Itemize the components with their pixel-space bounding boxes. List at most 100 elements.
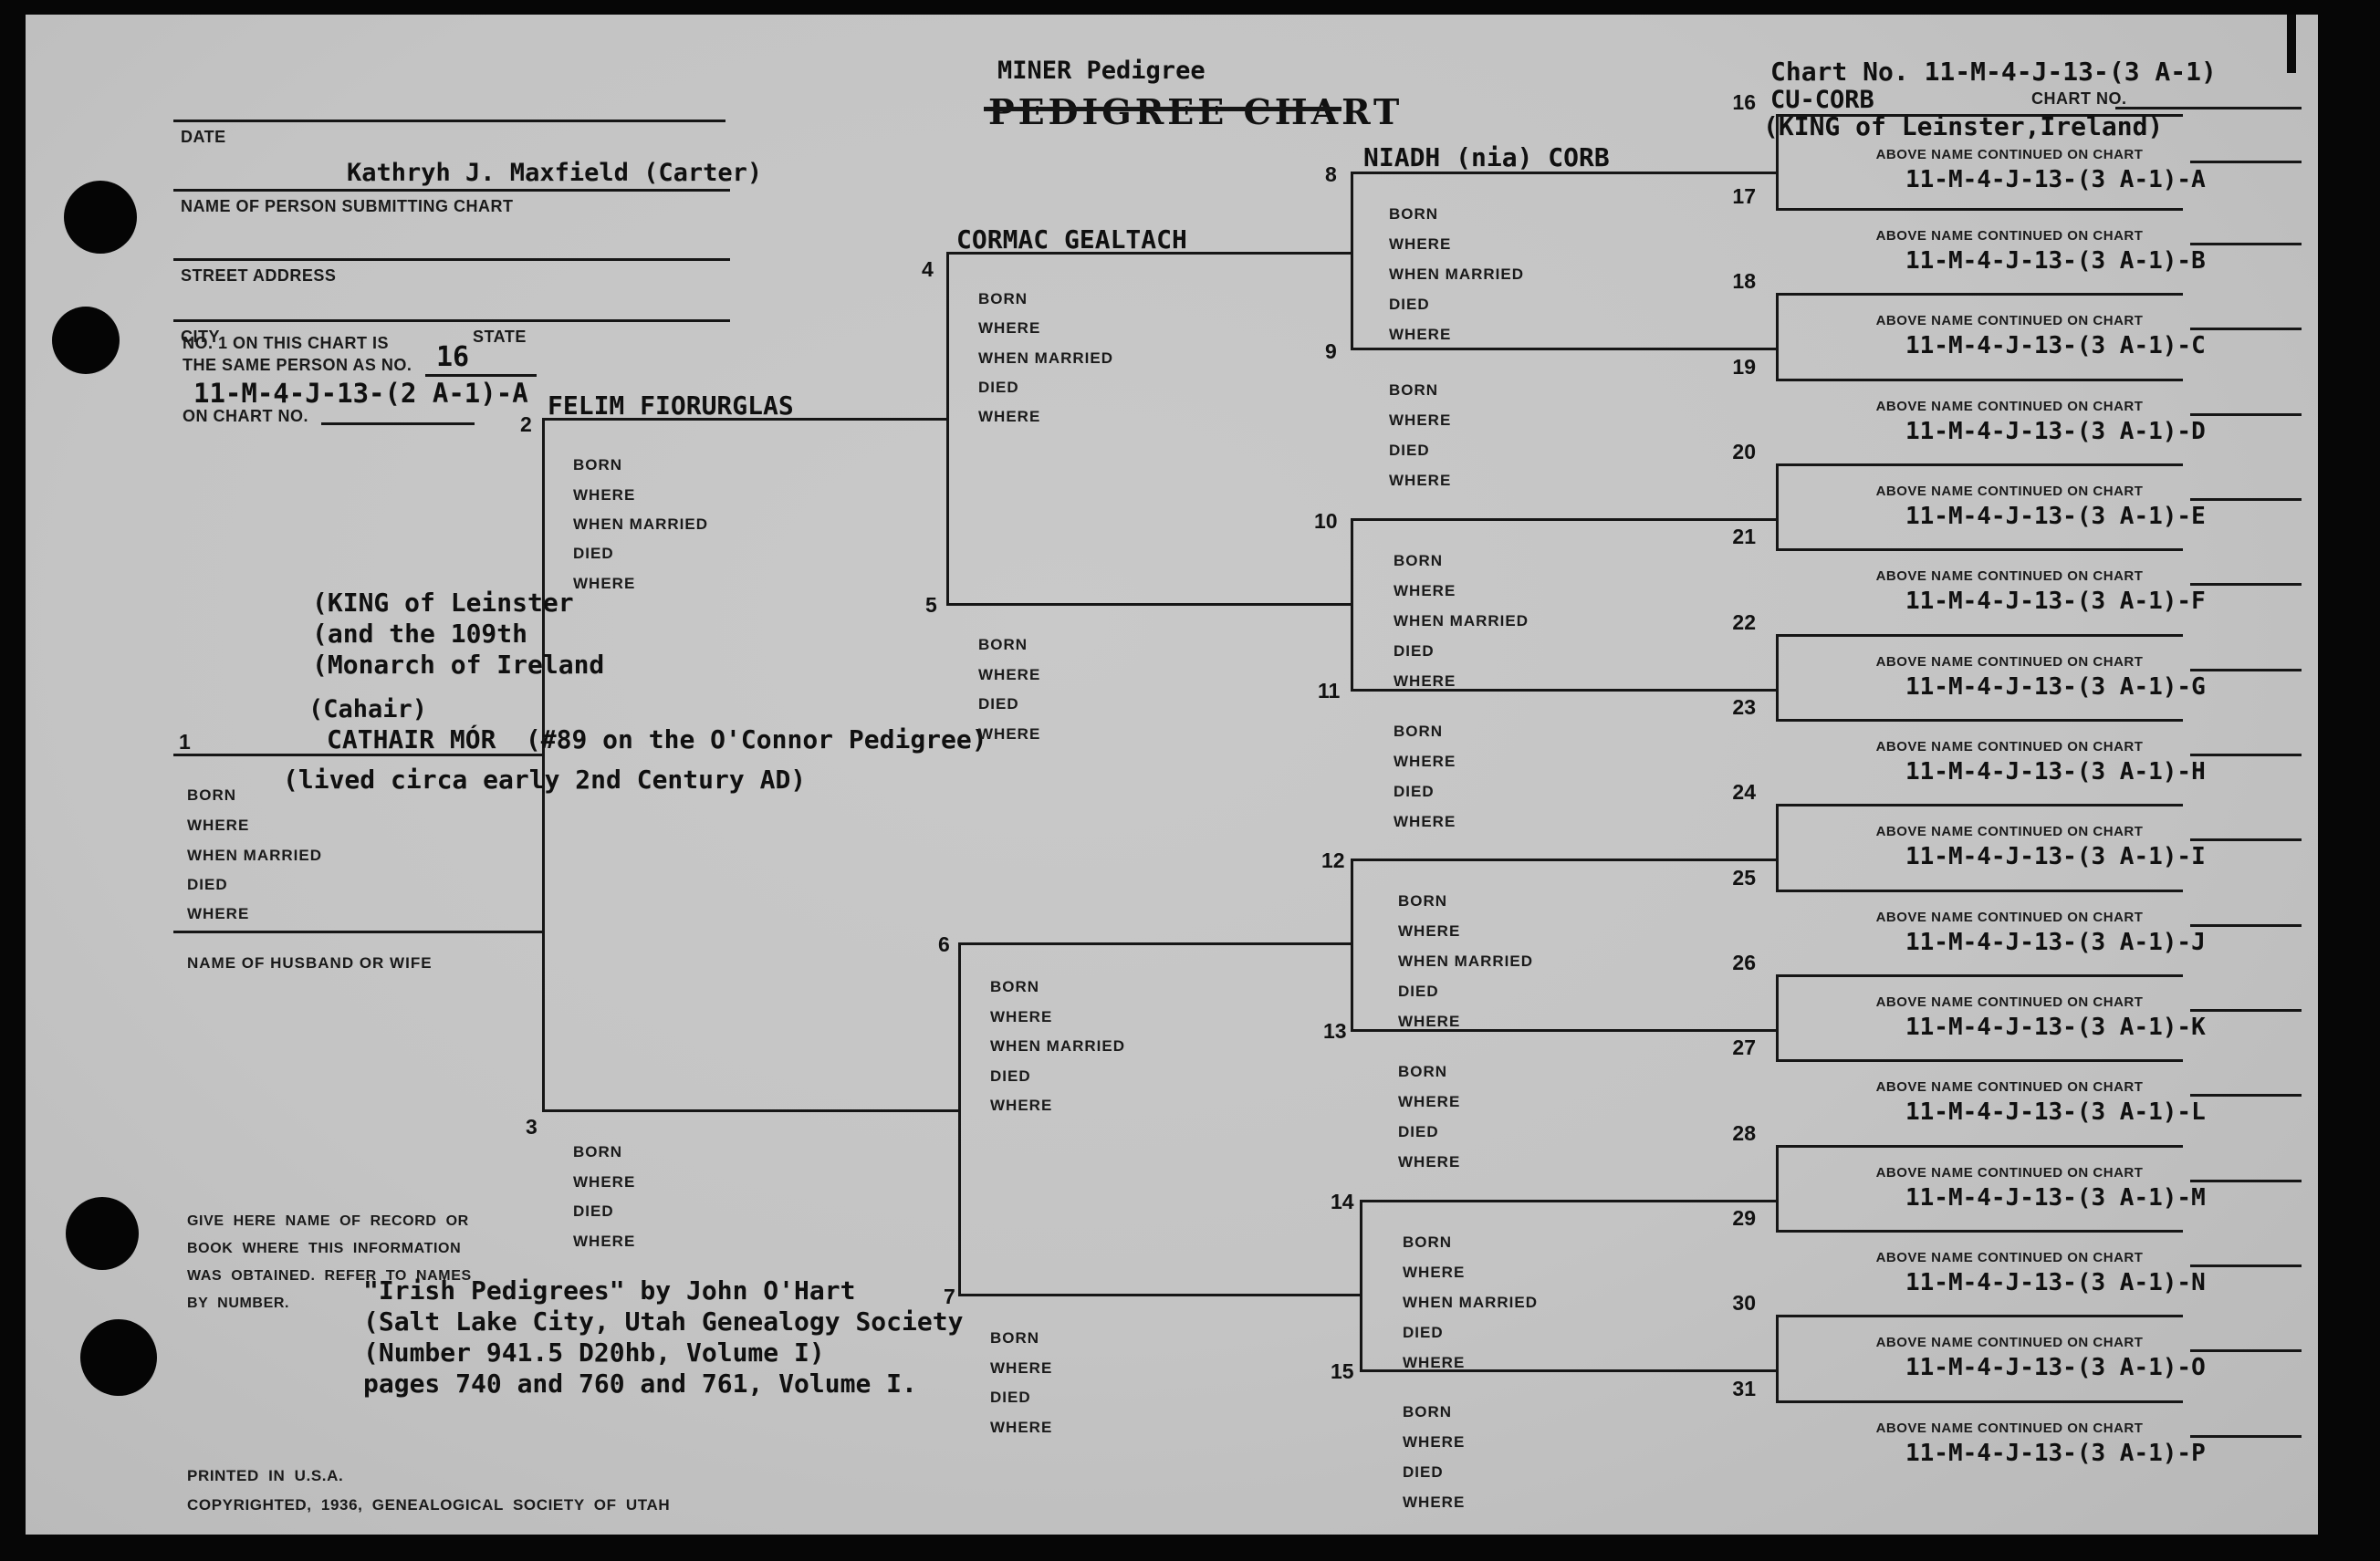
person-19-line (1778, 379, 2183, 381)
continuation-blank-line (2190, 498, 2302, 501)
continuation-blank-line (2190, 838, 2302, 841)
person-11-line (1351, 689, 1778, 692)
field-label-born: BORN (1389, 205, 1439, 223)
person-number: 21 (1732, 525, 1756, 548)
person-number: 18 (1732, 269, 1756, 293)
bracket-20-21 (1776, 463, 1779, 551)
person-29-line (1778, 1230, 2183, 1233)
continuation-chart-no: 11-M-4-J-13-(3 A-1)-C (1905, 332, 2206, 359)
person-number: 4 (922, 257, 934, 281)
bracket-22-23 (1776, 634, 1779, 722)
field-label-where: WHERE (1389, 472, 1452, 489)
field-label-born: BORN (1389, 381, 1439, 399)
field-label-died: DIED (1389, 296, 1430, 313)
person-number: 19 (1732, 355, 1756, 379)
continuation-blank-line (2190, 243, 2302, 245)
bracket-16-17 (1776, 114, 1779, 211)
field-label-died: DIED (1398, 1123, 1439, 1140)
person-25-line (1778, 890, 2183, 892)
continued-on-chart-label: ABOVE NAME CONTINUED ON CHART (1875, 1165, 2144, 1181)
person-14-line (1360, 1200, 1778, 1202)
field-label-where: WHERE (573, 1233, 636, 1250)
person-number: 6 (938, 932, 950, 956)
field-label-born: BORN (1394, 723, 1444, 740)
person-2-note-1: (KING of Leinster (312, 588, 574, 618)
field-label-born: BORN (573, 1143, 623, 1160)
person-15-line (1360, 1369, 1778, 1372)
person-8-line (1351, 172, 1778, 174)
person-27-line (1778, 1059, 2183, 1062)
continuation-chart-no: 11-M-4-J-13-(3 A-1)-H (1905, 758, 2206, 786)
field-label-where: WHERE (573, 575, 636, 592)
typed-chart-number: Chart No. 11-M-4-J-13-(3 A-1) (1770, 57, 2217, 87)
continued-on-chart-label: ABOVE NAME CONTINUED ON CHART (1875, 484, 2144, 499)
person-23-line (1778, 719, 2183, 722)
field-label-where: WHERE (1394, 753, 1456, 770)
person-number: 31 (1732, 1377, 1756, 1400)
continued-on-chart-label: ABOVE NAME CONTINUED ON CHART (1875, 568, 2144, 584)
person-2-note-2: (and the 109th (312, 619, 528, 649)
person-2-name: FELIM FIORURGLAS (548, 390, 794, 421)
source-typed-line-1: "Irish Pedigrees" by John O'Hart (363, 1275, 856, 1306)
continued-on-chart-label: ABOVE NAME CONTINUED ON CHART (1875, 1421, 2144, 1436)
person-number: 27 (1732, 1035, 1756, 1059)
continued-on-chart-label: ABOVE NAME CONTINUED ON CHART (1875, 824, 2144, 839)
continued-on-chart-label: ABOVE NAME CONTINUED ON CHART (1875, 910, 2144, 925)
field-label-when-married: WHEN MARRIED (573, 515, 708, 533)
continuation-blank-line (2190, 669, 2302, 671)
continuation-chart-no: 11-M-4-J-13-(3 A-1)-N (1905, 1269, 2206, 1296)
person-16-name: CU-CORB (1770, 86, 1874, 114)
field-label-where: WHERE (990, 1008, 1053, 1025)
person-number: 25 (1732, 866, 1756, 890)
person-18-line (1778, 293, 2183, 296)
continuation-blank-line (2190, 754, 2302, 756)
field-label-where: WHERE (1403, 1354, 1466, 1371)
source-typed-line-4: pages 740 and 760 and 761, Volume I. (363, 1368, 917, 1399)
person-20-line (1778, 463, 2183, 466)
field-label-died: DIED (1389, 442, 1430, 459)
person-17-line (1778, 208, 2183, 211)
same-person-line2: THE SAME PERSON AS NO. (183, 356, 412, 374)
field-label-where: WHERE (978, 666, 1041, 683)
bracket-26-27 (1776, 974, 1779, 1062)
field-label-where: WHERE (990, 1097, 1053, 1114)
person-1-name: CATHAIR MÓR (327, 724, 496, 754)
continued-on-chart-label: ABOVE NAME CONTINUED ON CHART (1875, 994, 2144, 1010)
person-number: 24 (1732, 780, 1756, 804)
person-number: 9 (1325, 339, 1337, 363)
continued-on-chart-label: ABOVE NAME CONTINUED ON CHART (1875, 1335, 2144, 1350)
street-label: STREET ADDRESS (181, 266, 337, 285)
field-label-born: BORN (978, 636, 1028, 653)
person-number: 16 (1732, 90, 1756, 114)
bracket-30-31 (1776, 1315, 1779, 1403)
person-22-line (1778, 634, 2183, 637)
field-label-died: DIED (1398, 983, 1439, 1000)
title-strike-line (984, 107, 1341, 111)
bracket-10-11 (1351, 518, 1353, 692)
field-label-died: DIED (187, 876, 228, 893)
continuation-chart-no: 11-M-4-J-13-(3 A-1)-A (1905, 166, 2206, 193)
field-label-born: BORN (1403, 1403, 1453, 1421)
field-label-where: WHERE (978, 408, 1041, 425)
field-label-where: WHERE (1394, 672, 1456, 690)
field-label-where: WHERE (1398, 1013, 1461, 1030)
person-number: 28 (1732, 1121, 1756, 1145)
person-number: 29 (1732, 1206, 1756, 1230)
continued-on-chart-label: ABOVE NAME CONTINUED ON CHART (1875, 739, 2144, 754)
field-label-when-married: WHEN MARRIED (187, 847, 322, 864)
bracket-8-9 (1351, 172, 1353, 350)
continuation-blank-line (2190, 583, 2302, 586)
same-person-line1: NO. 1 ON THIS CHART IS (183, 334, 390, 352)
person-2-note-3: (Monarch of Ireland (312, 650, 605, 680)
person-7-line (958, 1294, 1360, 1296)
field-label-where: WHERE (1398, 1153, 1461, 1171)
continuation-blank-line (2190, 328, 2302, 330)
continuation-blank-line (2190, 413, 2302, 416)
submitter-name-line (173, 189, 730, 192)
submitter-name-value: Kathryh J. Maxfield (Carter) (347, 159, 763, 187)
field-label-born: BORN (978, 290, 1028, 307)
field-label-born: BORN (1398, 1063, 1448, 1080)
person-31-line (1778, 1400, 2183, 1403)
bracket-24-25 (1776, 804, 1779, 892)
field-label-died: DIED (1403, 1463, 1444, 1481)
